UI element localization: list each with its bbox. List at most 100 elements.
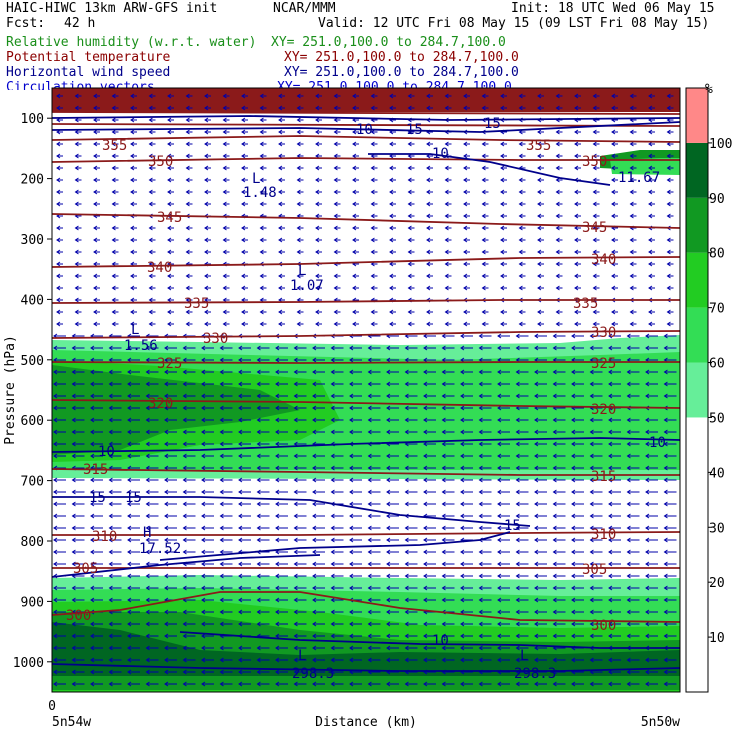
circulation-vector-head <box>629 201 634 207</box>
circulation-vector-head <box>293 489 298 495</box>
circulation-vector-head <box>497 465 502 471</box>
circulation-vector-head <box>386 621 391 627</box>
circulation-vector-head <box>238 597 243 603</box>
circulation-vector-head <box>370 177 375 183</box>
theta-contour-350 <box>52 157 680 163</box>
circulation-vector-head <box>626 633 631 639</box>
wind-label-15-b: 15 <box>125 490 142 506</box>
circulation-vector-head <box>648 141 653 147</box>
circulation-vector-head <box>426 93 431 99</box>
circulation-vector-head <box>370 189 375 195</box>
circulation-vector-head <box>127 645 132 651</box>
circulation-vector-head <box>204 165 209 171</box>
circulation-vector-head <box>423 585 428 591</box>
circulation-vector-head <box>201 681 206 687</box>
circulation-vector-head <box>481 225 486 231</box>
circulation-vector-head <box>367 453 372 459</box>
circulation-vector-head <box>219 657 224 663</box>
circulation-vector-head <box>629 213 634 219</box>
circulation-vector-head <box>259 237 264 243</box>
circulation-vector-head <box>53 525 58 531</box>
circulation-vector-head <box>330 597 335 603</box>
circulation-vector-head <box>500 189 505 195</box>
circulation-vector-head <box>367 345 372 351</box>
circulation-vector-head <box>312 405 317 411</box>
circulation-vector-head <box>663 513 668 519</box>
circulation-vector-head <box>315 285 320 291</box>
circulation-vector-head <box>256 609 261 615</box>
circulation-vector-head <box>219 429 224 435</box>
circulation-vector-head <box>333 105 338 111</box>
circulation-vector-head <box>534 525 539 531</box>
circulation-vector-head <box>145 429 150 435</box>
circulation-vector-head <box>589 465 594 471</box>
circulation-vector-head <box>534 489 539 495</box>
circulation-vector-head <box>71 405 76 411</box>
circulation-vector-head <box>108 549 113 555</box>
circulation-vector-head <box>90 681 95 687</box>
circulation-vector-head <box>648 321 653 327</box>
theta-label-315: 315 <box>83 462 108 478</box>
circulation-vector-head <box>537 261 542 267</box>
circulation-vector-head <box>53 585 58 591</box>
circulation-vector-head <box>182 393 187 399</box>
circulation-vector-head <box>164 465 169 471</box>
circulation-vector-head <box>201 477 206 483</box>
circulation-vector-head <box>111 237 116 243</box>
circulation-vector-head <box>423 681 428 687</box>
circulation-vector-head <box>352 321 357 327</box>
circulation-vector-head <box>130 309 135 315</box>
circulation-vector-head <box>460 357 465 363</box>
field-wind-name: Horizontal wind speed <box>6 65 171 80</box>
circulation-vector-head <box>370 225 375 231</box>
circulation-vector-head <box>663 489 668 495</box>
circulation-vector-head <box>589 609 594 615</box>
circulation-vector-head <box>426 213 431 219</box>
circulation-vector-head <box>663 633 668 639</box>
wind-contour-15-left <box>52 496 531 527</box>
wind-label-15-a: 15 <box>89 490 106 506</box>
circulation-vector-head <box>296 249 301 255</box>
circulation-vector-head <box>515 465 520 471</box>
circulation-vector-head <box>312 429 317 435</box>
circulation-vector-head <box>534 465 539 471</box>
circulation-vector-head <box>293 381 298 387</box>
circulation-vector-head <box>478 609 483 615</box>
circulation-vector-head <box>441 441 446 447</box>
circulation-vector-head <box>389 189 394 195</box>
circulation-vector-head <box>71 669 76 675</box>
field-theta-xy: XY= 251.0,100.0 to 284.7,100.0 <box>284 50 519 65</box>
circulation-vector-head <box>534 657 539 663</box>
circulation-vector-head <box>426 165 431 171</box>
circulation-vector-head <box>500 285 505 291</box>
circulation-vector-head <box>571 417 576 423</box>
circulation-vector-head <box>663 345 668 351</box>
circulation-vector-head <box>460 525 465 531</box>
circulation-vector-head <box>93 261 98 267</box>
circulation-vector-head <box>389 201 394 207</box>
extremum-2-kind: L <box>298 263 306 279</box>
circulation-vector-head <box>515 573 520 579</box>
circulation-vector-head <box>463 309 468 315</box>
circulation-vector-head <box>204 201 209 207</box>
circulation-vector-head <box>481 261 486 267</box>
circulation-vector-head <box>312 393 317 399</box>
circulation-vector-head <box>349 657 354 663</box>
circulation-vector-head <box>293 525 298 531</box>
theta-contour-310 <box>52 531 680 536</box>
circulation-vector-head <box>478 489 483 495</box>
circulation-vector-head <box>460 489 465 495</box>
circulation-vector-head <box>571 345 576 351</box>
circulation-vector-head <box>589 585 594 591</box>
circulation-vector-head <box>204 225 209 231</box>
circulation-vector-head <box>167 249 172 255</box>
circulation-vector-head <box>127 513 132 519</box>
circulation-vector-head <box>90 477 95 483</box>
circulation-vector-head <box>552 609 557 615</box>
circulation-vector-head <box>93 165 98 171</box>
wind-contours <box>52 115 680 672</box>
circulation-vector-head <box>127 369 132 375</box>
x-axis-right-label: 5n50w <box>641 715 680 730</box>
circulation-vector-head <box>74 105 79 111</box>
circulation-vector-head <box>148 249 153 255</box>
